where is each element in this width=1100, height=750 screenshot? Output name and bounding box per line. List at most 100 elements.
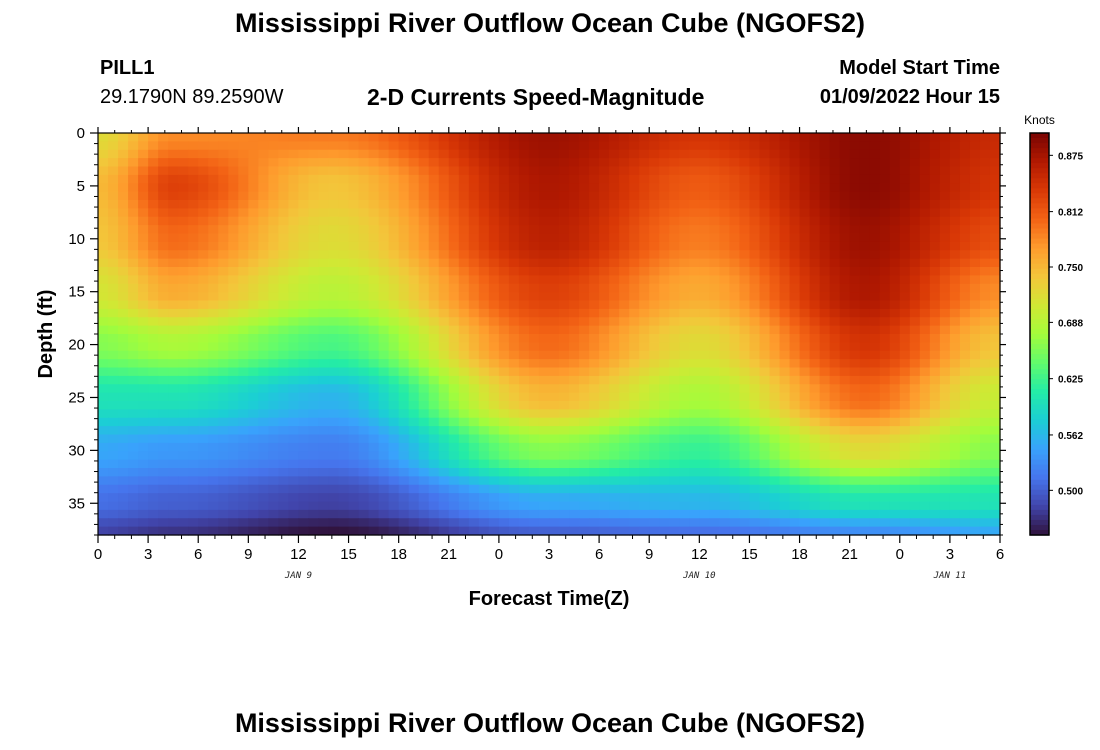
heatmap-cell bbox=[318, 384, 330, 394]
heatmap-cell bbox=[729, 509, 741, 519]
heatmap-cell bbox=[508, 493, 520, 503]
heatmap-cell bbox=[729, 501, 741, 511]
heatmap-cell bbox=[619, 250, 630, 260]
heatmap-cell bbox=[428, 526, 440, 536]
heatmap-cell bbox=[488, 401, 500, 410]
heatmap-cell bbox=[188, 275, 199, 285]
heatmap-cell bbox=[549, 216, 560, 226]
heatmap-cell bbox=[599, 174, 610, 184]
heatmap-cell bbox=[528, 300, 540, 310]
heatmap-cell bbox=[458, 233, 470, 243]
heatmap-cell bbox=[829, 426, 841, 436]
heatmap-cell bbox=[839, 183, 851, 193]
heatmap-cell bbox=[388, 459, 400, 469]
heatmap-cell bbox=[338, 233, 350, 243]
heatmap-cell bbox=[709, 200, 720, 209]
heatmap-cell bbox=[248, 225, 259, 235]
heatmap-cell bbox=[839, 451, 851, 461]
heatmap-cell bbox=[98, 459, 109, 469]
heatmap-cell bbox=[228, 325, 239, 335]
heatmap-cell bbox=[959, 267, 971, 276]
heatmap-cell bbox=[669, 292, 680, 302]
heatmap-cell bbox=[158, 434, 169, 444]
heatmap-cell bbox=[258, 442, 269, 452]
heatmap-cell bbox=[919, 292, 931, 302]
heatmap-cell bbox=[659, 367, 670, 377]
heatmap-cell bbox=[969, 300, 981, 310]
heatmap-cell bbox=[949, 258, 961, 268]
heatmap-cell bbox=[699, 401, 710, 410]
heatmap-cell bbox=[959, 468, 971, 477]
heatmap-cell bbox=[208, 133, 219, 142]
heatmap-cell bbox=[549, 158, 560, 168]
heatmap-cell bbox=[809, 334, 821, 343]
heatmap-cell bbox=[318, 409, 330, 419]
heatmap-cell bbox=[418, 275, 430, 285]
heatmap-cell bbox=[659, 325, 670, 335]
heatmap-cell bbox=[328, 183, 340, 193]
heatmap-cell bbox=[358, 476, 370, 486]
heatmap-cell bbox=[328, 283, 340, 293]
heatmap-cell bbox=[879, 283, 891, 293]
heatmap-cell bbox=[699, 267, 710, 276]
heatmap-cell bbox=[118, 283, 129, 293]
heatmap-cell bbox=[438, 501, 450, 511]
heatmap-cell bbox=[709, 216, 720, 226]
heatmap-cell bbox=[929, 350, 941, 360]
heatmap-cell bbox=[699, 334, 710, 343]
heatmap-cell bbox=[298, 267, 310, 276]
heatmap-cell bbox=[288, 451, 300, 461]
heatmap-cell bbox=[278, 476, 290, 486]
heatmap-cell bbox=[989, 216, 1001, 226]
heatmap-cell bbox=[609, 434, 620, 444]
heatmap-cell bbox=[388, 141, 400, 151]
heatmap-cell bbox=[268, 401, 279, 410]
heatmap-cell bbox=[839, 200, 851, 209]
heatmap-cell bbox=[849, 283, 861, 293]
heatmap-cell bbox=[138, 241, 149, 251]
heatmap-cell bbox=[679, 216, 690, 226]
heatmap-cell bbox=[378, 141, 390, 151]
heatmap-cell bbox=[108, 267, 119, 276]
heatmap-cell bbox=[338, 350, 350, 360]
heatmap-cell bbox=[238, 283, 249, 293]
heatmap-cell bbox=[178, 233, 189, 243]
heatmap-cell bbox=[228, 417, 239, 427]
heatmap-cell bbox=[208, 468, 219, 477]
heatmap-cell bbox=[398, 275, 410, 285]
heatmap-cell bbox=[599, 292, 610, 302]
heatmap-cell bbox=[629, 216, 640, 226]
heatmap-cell bbox=[959, 141, 971, 151]
heatmap-cell bbox=[348, 334, 360, 343]
heatmap-cell bbox=[258, 392, 269, 402]
heatmap-cell bbox=[629, 233, 640, 243]
heatmap-cell bbox=[188, 300, 199, 310]
heatmap-cell bbox=[769, 468, 781, 477]
heatmap-cell bbox=[909, 334, 921, 343]
heatmap-cell bbox=[188, 350, 199, 360]
heatmap-cell bbox=[559, 334, 570, 343]
heatmap-cell bbox=[218, 484, 229, 494]
heatmap-cell bbox=[518, 225, 530, 235]
heatmap-cell bbox=[478, 300, 490, 310]
heatmap-cell bbox=[599, 518, 610, 528]
heatmap-cell bbox=[328, 367, 340, 377]
heatmap-cell bbox=[949, 426, 961, 436]
heatmap-cell bbox=[108, 426, 119, 436]
heatmap-cell bbox=[238, 166, 249, 176]
heatmap-cell bbox=[338, 367, 350, 377]
heatmap-cell bbox=[949, 267, 961, 276]
heatmap-cell bbox=[759, 334, 771, 343]
heatmap-cell bbox=[508, 468, 520, 477]
heatmap-cell bbox=[398, 359, 410, 369]
heatmap-cell bbox=[498, 459, 510, 469]
heatmap-cell bbox=[619, 149, 630, 159]
heatmap-cell bbox=[368, 133, 380, 142]
heatmap-cell bbox=[128, 225, 139, 235]
heatmap-cell bbox=[889, 518, 901, 528]
heatmap-cell bbox=[549, 191, 560, 201]
heatmap-cell bbox=[959, 334, 971, 343]
heatmap-cell bbox=[819, 392, 831, 402]
heatmap-cell bbox=[138, 208, 149, 218]
heatmap-cell bbox=[518, 434, 530, 444]
